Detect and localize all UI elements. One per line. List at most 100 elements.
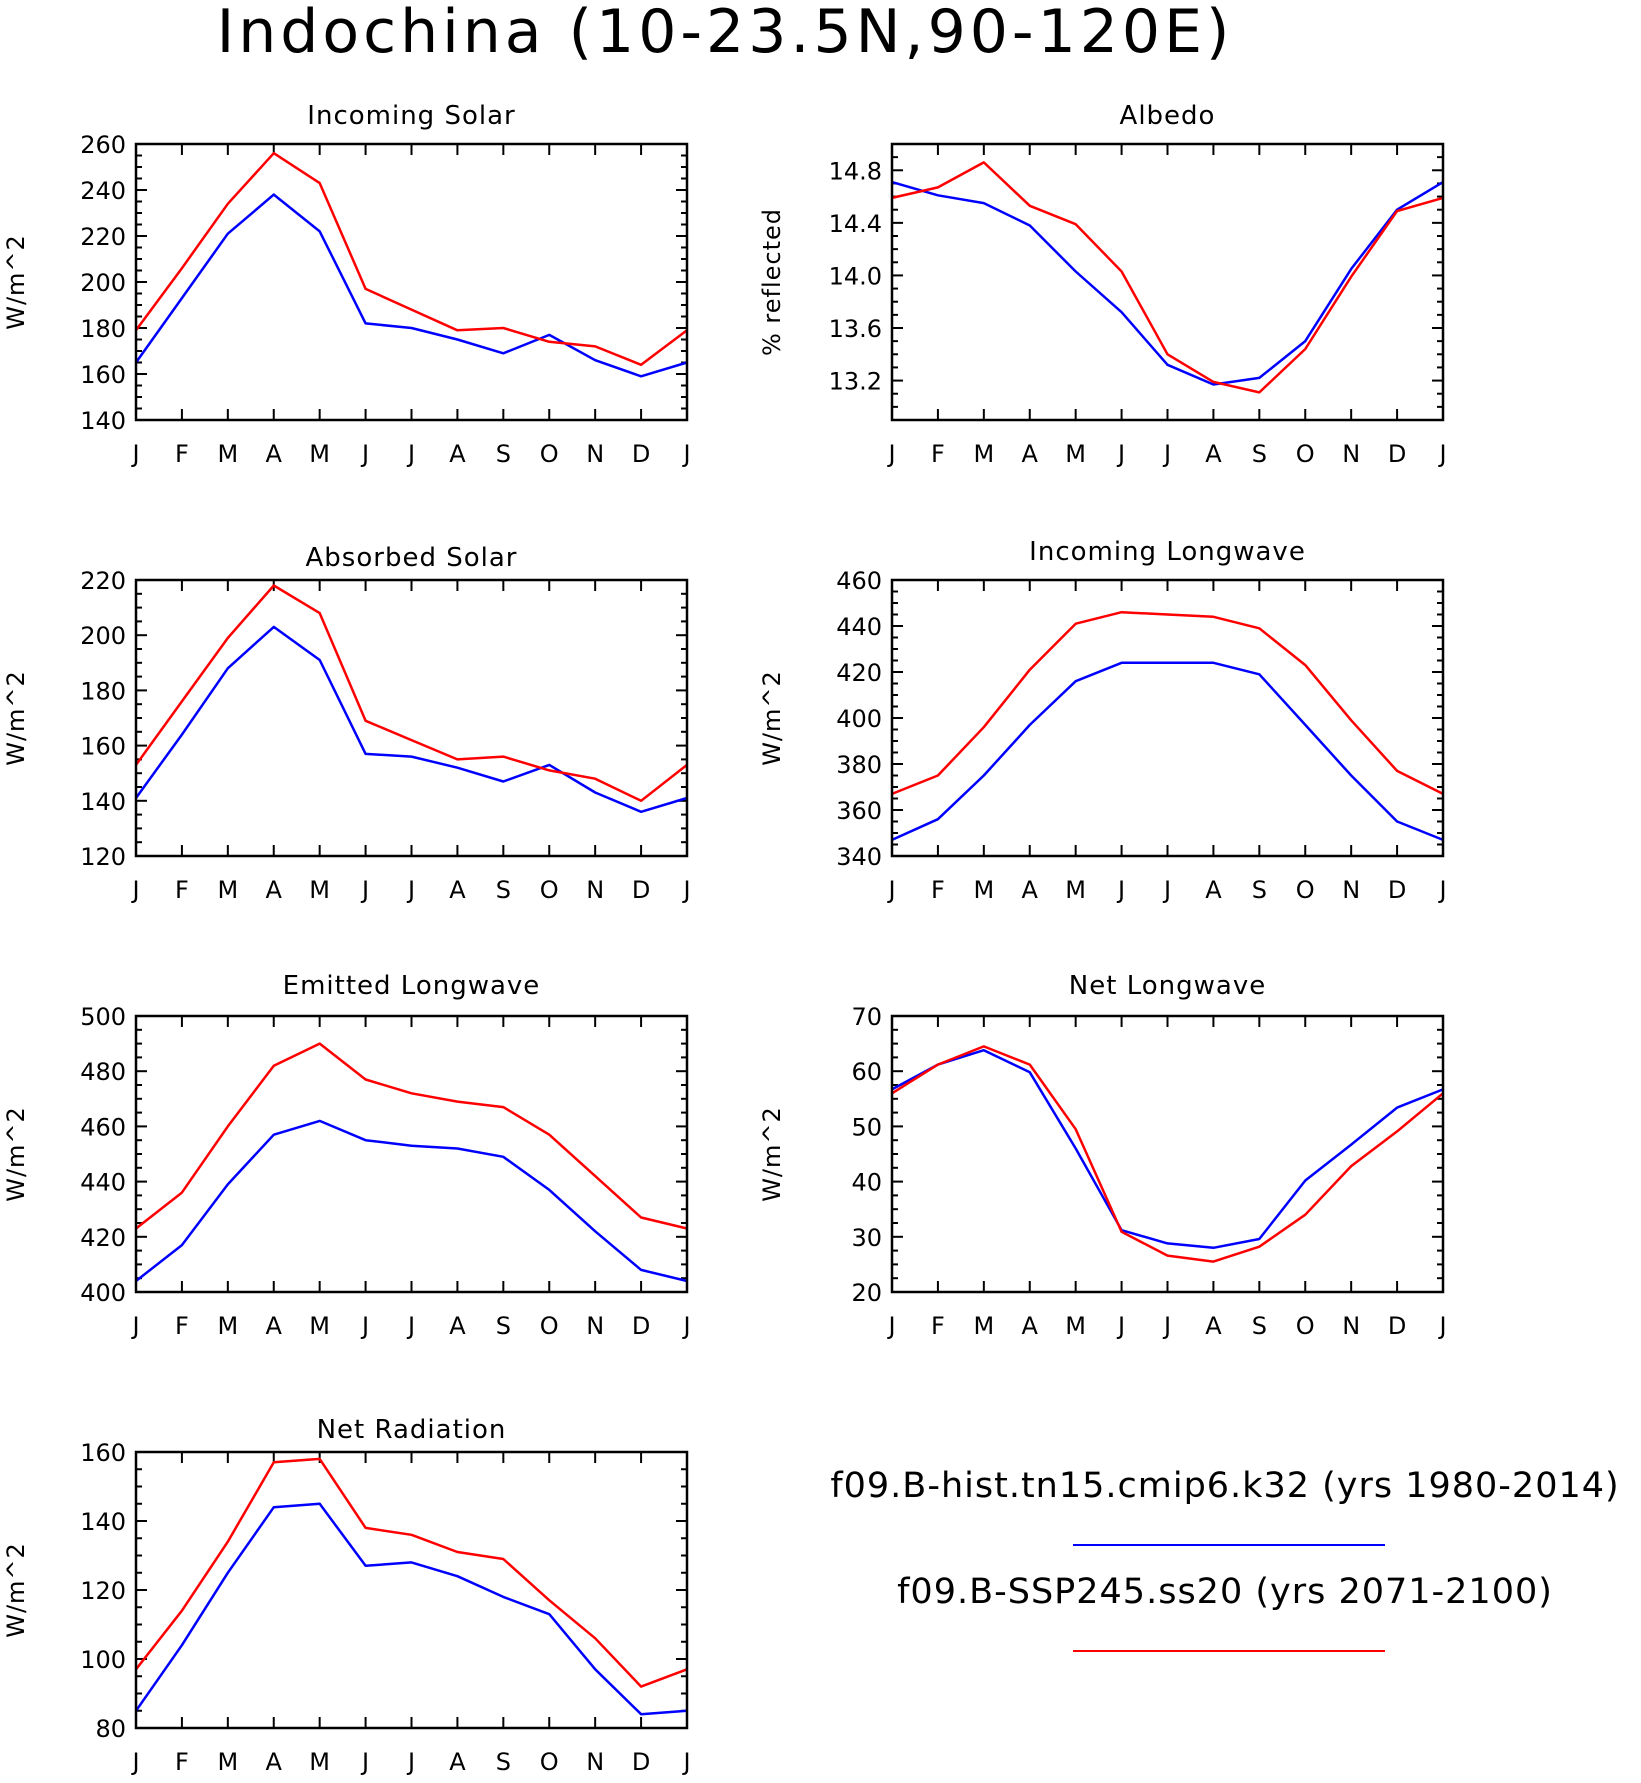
x-tick-label: F (175, 876, 189, 904)
x-tick-label: M (217, 1312, 238, 1340)
x-tick-label: A (1205, 1312, 1222, 1340)
x-tick-label: A (1022, 876, 1039, 904)
series-line-historical (891, 1048, 1444, 1250)
x-tick-label: N (586, 440, 604, 468)
y-tick-label: 20 (851, 1279, 882, 1307)
y-tick-label: 13.6 (829, 315, 882, 343)
x-tick-label: M (973, 876, 994, 904)
y-tick-label: 120 (80, 1577, 126, 1605)
x-tick-label: J (1116, 1312, 1125, 1340)
x-tick-label: J (886, 440, 895, 468)
x-tick-label: F (175, 1748, 189, 1776)
panel-title-absorbed-solar: Absorbed Solar (306, 543, 518, 573)
y-tick-label: 460 (80, 1113, 126, 1141)
y-tick-label: 460 (836, 567, 882, 595)
x-tick-label: D (632, 440, 650, 468)
x-tick-label: J (360, 1312, 369, 1340)
y-axis-label-incoming-longwave: W/m^2 (758, 670, 786, 766)
panel-title-incoming-longwave: Incoming Longwave (1029, 537, 1306, 567)
x-tick-label: J (406, 440, 415, 468)
series-line-ssp245 (891, 610, 1444, 796)
x-tick-label: A (266, 876, 283, 904)
x-tick-label: J (681, 1748, 690, 1776)
y-tick-label: 80 (95, 1715, 126, 1743)
x-tick-label: J (130, 1748, 139, 1776)
x-tick-label: A (449, 876, 466, 904)
x-tick-label: O (1296, 876, 1315, 904)
series-line-historical (134, 1502, 688, 1716)
x-tick-label: O (1296, 440, 1315, 468)
series-line-ssp245 (891, 1045, 1444, 1263)
x-tick-label: J (886, 876, 895, 904)
x-tick-label: M (309, 1748, 330, 1776)
x-tick-label: J (406, 1748, 415, 1776)
x-tick-label: S (496, 876, 511, 904)
x-tick-label: D (1388, 876, 1406, 904)
y-tick-label: 200 (80, 269, 126, 297)
x-tick-label: D (632, 1748, 650, 1776)
y-tick-label: 160 (80, 1439, 126, 1467)
x-tick-label: M (217, 1748, 238, 1776)
y-axis-label-emitted-longwave: W/m^2 (2, 1106, 30, 1202)
x-tick-label: J (886, 1312, 895, 1340)
y-tick-label: 180 (80, 677, 126, 705)
y-tick-label: 14.8 (829, 157, 882, 185)
x-tick-label: S (496, 1748, 511, 1776)
y-tick-label: 400 (80, 1279, 126, 1307)
x-tick-label: N (586, 1312, 604, 1340)
series-line-historical (134, 193, 688, 378)
x-tick-label: N (1342, 440, 1360, 468)
y-tick-label: 50 (851, 1113, 882, 1141)
x-tick-label: J (406, 876, 415, 904)
x-tick-label: M (217, 440, 238, 468)
x-tick-label: D (632, 1312, 650, 1340)
x-tick-label: J (1116, 876, 1125, 904)
x-tick-label: J (1162, 440, 1171, 468)
series-line-historical (134, 625, 688, 814)
x-tick-label: A (266, 1312, 283, 1340)
y-tick-label: 220 (80, 223, 126, 251)
x-tick-label: J (130, 440, 139, 468)
plot-frame (134, 1450, 689, 1730)
panel-title-net-longwave: Net Longwave (1069, 971, 1266, 1001)
y-tick-label: 200 (80, 622, 126, 650)
x-tick-label: A (1022, 1312, 1039, 1340)
legend-label-historical: f09.B-hist.tn15.cmip6.k32 (yrs 1980-2014… (830, 1466, 1619, 1506)
y-tick-label: 100 (80, 1646, 126, 1674)
y-tick-label: 420 (80, 1224, 126, 1252)
x-tick-label: A (1022, 440, 1039, 468)
legend: f09.B-hist.tn15.cmip6.k32 (yrs 1980-2014… (830, 1466, 1619, 1652)
y-tick-label: 260 (80, 131, 126, 159)
x-tick-label: D (632, 876, 650, 904)
y-tick-label: 480 (80, 1058, 126, 1086)
x-tick-label: D (1388, 1312, 1406, 1340)
x-tick-label: J (360, 440, 369, 468)
x-tick-label: D (1388, 440, 1406, 468)
panel-title-net-radiation: Net Radiation (317, 1415, 507, 1445)
x-tick-label: A (266, 1748, 283, 1776)
y-tick-label: 14.4 (829, 210, 882, 238)
x-tick-label: M (217, 876, 238, 904)
y-tick-label: 40 (851, 1169, 882, 1197)
x-tick-label: F (175, 440, 189, 468)
series-line-historical (891, 180, 1444, 386)
x-tick-label: N (1342, 1312, 1360, 1340)
x-tick-label: N (586, 876, 604, 904)
x-tick-label: J (360, 1748, 369, 1776)
x-tick-label: O (1296, 1312, 1315, 1340)
x-tick-label: M (1065, 876, 1086, 904)
x-tick-label: O (540, 440, 559, 468)
y-tick-label: 240 (80, 177, 126, 205)
y-axis-label-albedo: % reflected (758, 208, 786, 356)
y-tick-label: 70 (851, 1003, 882, 1031)
plot-frame (890, 1014, 1445, 1294)
plot-frame (134, 578, 689, 858)
x-tick-label: J (130, 1312, 139, 1340)
x-tick-label: O (540, 876, 559, 904)
series-line-ssp245 (134, 584, 688, 803)
x-tick-label: A (1205, 876, 1222, 904)
